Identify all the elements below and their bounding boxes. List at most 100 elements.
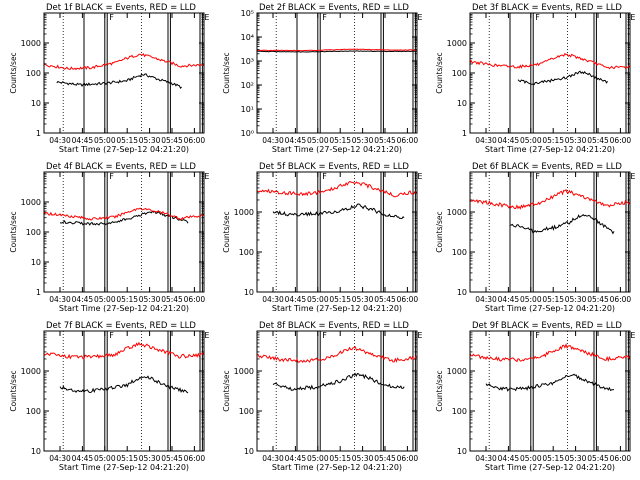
- marker-label: E: [630, 331, 635, 340]
- x-tick-label: 04:30: [49, 136, 71, 145]
- x-tick-label: 05:45: [161, 136, 183, 145]
- x-axis-label: Start Time (27-Sep-12 04:21:20): [59, 463, 189, 472]
- marker-label: E: [417, 172, 422, 181]
- y-tick-label: 100: [452, 69, 467, 78]
- x-tick-label: 05:45: [161, 454, 183, 463]
- x-tick-label: 05:45: [587, 295, 609, 304]
- x-tick-label: 06:00: [397, 295, 419, 304]
- x-tick-label: 04:45: [285, 454, 307, 463]
- chart-title: Det 2f BLACK = Events, RED = LLD: [259, 3, 409, 13]
- x-tick-label: 04:30: [262, 136, 284, 145]
- x-axis-label: Start Time (27-Sep-12 04:21:20): [485, 304, 615, 313]
- y-tick-label: 100: [239, 407, 254, 416]
- x-tick-label: 06:00: [184, 136, 206, 145]
- x-tick-label: 04:45: [285, 295, 307, 304]
- x-tick-label: 05:15: [116, 454, 138, 463]
- marker-label: E: [417, 331, 422, 340]
- y-axis-label: Counts/sec: [9, 52, 18, 93]
- y-tick-label: 1000: [447, 208, 467, 217]
- lld-series-line: [43, 53, 205, 71]
- y-axis-label: Counts/sec: [9, 211, 18, 252]
- x-tick-label: 05:00: [520, 295, 542, 304]
- x-tick-label: 05:30: [139, 295, 161, 304]
- y-axis-label: Counts/sec: [222, 370, 231, 411]
- y-tick-label: 10⁵: [241, 9, 254, 18]
- y-axis-label: Counts/sec: [222, 211, 231, 252]
- y-axis-label: Counts/sec: [435, 52, 444, 93]
- x-tick-label: 04:30: [49, 295, 71, 304]
- chart-title: Det 1f BLACK = Events, RED = LLD: [46, 3, 196, 13]
- x-axis-label: Start Time (27-Sep-12 04:21:20): [272, 304, 402, 313]
- y-tick-label: 1000: [234, 208, 254, 217]
- lld-series-line: [43, 207, 205, 221]
- x-tick-label: 06:00: [397, 454, 419, 463]
- x-tick-label: 04:30: [475, 454, 497, 463]
- y-tick-label: 10: [457, 288, 467, 297]
- marker-label: F: [535, 13, 540, 22]
- y-tick-label: 1: [462, 129, 467, 138]
- y-tick-label: 100: [239, 248, 254, 257]
- x-axis-label: Start Time (27-Sep-12 04:21:20): [59, 145, 189, 154]
- x-tick-label: 05:15: [116, 136, 138, 145]
- plot-frame: [256, 330, 418, 452]
- x-tick-label: 05:30: [352, 454, 374, 463]
- y-tick-label: 10⁴: [241, 33, 254, 42]
- x-tick-label: 05:15: [329, 454, 351, 463]
- x-tick-label: 05:00: [307, 454, 329, 463]
- x-tick-label: 06:00: [184, 295, 206, 304]
- y-tick-label: 10: [244, 447, 254, 456]
- x-tick-label: 05:00: [307, 295, 329, 304]
- x-tick-label: 04:45: [498, 295, 520, 304]
- y-tick-label: 10: [244, 288, 254, 297]
- x-tick-label: 06:00: [397, 136, 419, 145]
- x-tick-label: 05:00: [307, 136, 329, 145]
- y-tick-label: 100: [26, 69, 41, 78]
- y-axis-label: Counts/sec: [435, 370, 444, 411]
- plot-frame: [43, 330, 205, 452]
- x-axis-label: Start Time (27-Sep-12 04:21:20): [272, 463, 402, 472]
- x-tick-label: 05:45: [374, 136, 396, 145]
- x-tick-label: 06:00: [610, 295, 632, 304]
- x-tick-label: 04:30: [475, 295, 497, 304]
- y-tick-label: 100: [26, 228, 41, 237]
- y-tick-label: 1000: [21, 198, 41, 207]
- x-tick-label: 05:15: [542, 295, 564, 304]
- x-tick-label: 04:45: [285, 136, 307, 145]
- y-tick-label: 10: [457, 447, 467, 456]
- x-tick-label: 05:30: [565, 295, 587, 304]
- x-tick-label: 04:30: [475, 136, 497, 145]
- lld-series-line: [469, 342, 631, 363]
- x-tick-label: 04:45: [72, 454, 94, 463]
- x-tick-label: 06:00: [184, 454, 206, 463]
- x-tick-label: 05:45: [161, 295, 183, 304]
- chart-title: Det 4f BLACK = Events, RED = LLD: [46, 162, 196, 172]
- y-tick-label: 1000: [234, 367, 254, 376]
- x-tick-label: 05:30: [352, 295, 374, 304]
- marker-label: F: [322, 172, 327, 181]
- chart-title: Det 7f BLACK = Events, RED = LLD: [46, 321, 196, 331]
- x-tick-label: 04:45: [498, 136, 520, 145]
- plot-frame: [469, 330, 631, 452]
- plot-frame: [469, 12, 631, 134]
- x-tick-label: 04:45: [498, 454, 520, 463]
- x-tick-label: 05:15: [329, 295, 351, 304]
- x-tick-label: 06:00: [610, 136, 632, 145]
- x-tick-label: 05:45: [587, 454, 609, 463]
- y-tick-label: 1000: [21, 39, 41, 48]
- plot-frame: [469, 171, 631, 293]
- events-series-line: [56, 73, 182, 89]
- plot-frame: [43, 12, 205, 134]
- plot-frame: [43, 171, 205, 293]
- lld-series-line: [256, 346, 418, 364]
- x-tick-label: 05:15: [542, 136, 564, 145]
- y-tick-label: 100: [452, 248, 467, 257]
- chart-title: Det 5f BLACK = Events, RED = LLD: [259, 162, 409, 172]
- y-tick-label: 10¹: [241, 105, 254, 114]
- y-tick-label: 10: [31, 447, 41, 456]
- x-tick-label: 04:45: [72, 295, 94, 304]
